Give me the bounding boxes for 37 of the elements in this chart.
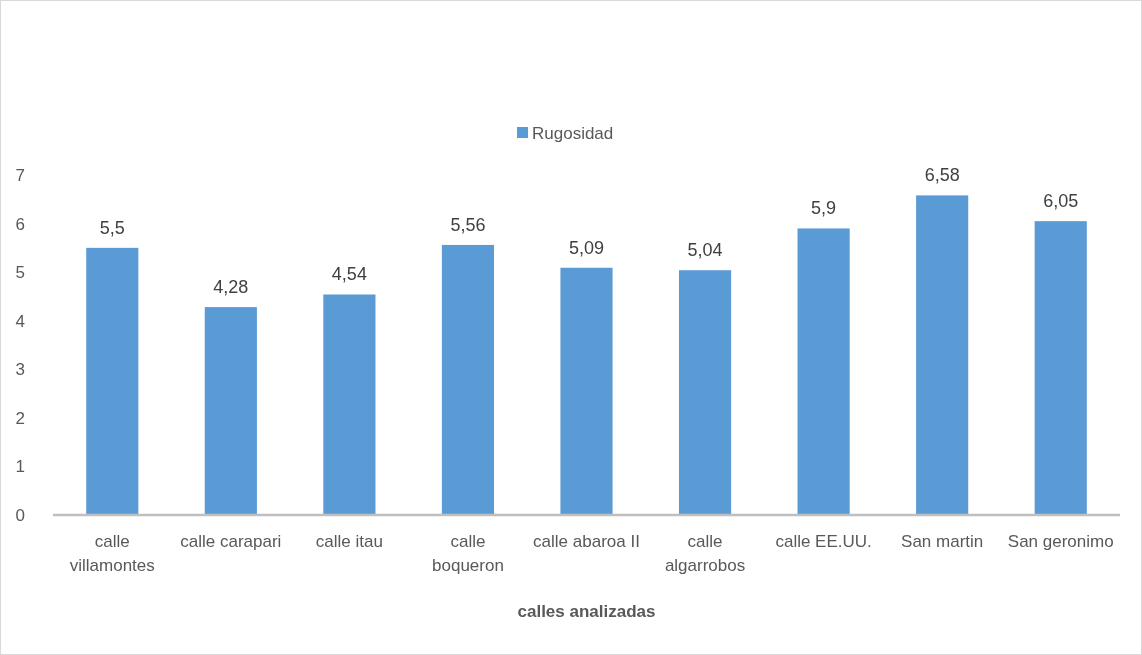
bar xyxy=(323,294,376,515)
data-label: 6,58 xyxy=(924,165,960,186)
legend-label: Rugosidad xyxy=(532,123,614,143)
y-tick-label: 4 xyxy=(15,311,25,331)
x-tick-label: calle EE.UU. xyxy=(775,532,872,551)
x-tick-label: San martin xyxy=(901,532,984,551)
bar xyxy=(560,267,613,515)
data-label: 6,05 xyxy=(1043,191,1079,212)
data-label: 4,54 xyxy=(331,264,367,285)
x-tick-label: calle villamontes xyxy=(69,532,155,575)
x-axis-title: calles analizadas xyxy=(517,602,656,621)
x-tick-label: calle carapari xyxy=(180,532,282,551)
y-tick-label: 7 xyxy=(15,165,25,185)
x-tick-label: calle itau xyxy=(315,532,383,551)
x-tick-label: calle boqueron xyxy=(432,532,504,575)
data-label: 5,09 xyxy=(568,237,605,258)
y-tick-label: 1 xyxy=(15,457,25,477)
data-label: 5,56 xyxy=(450,214,486,235)
bar xyxy=(916,195,969,515)
bar xyxy=(441,244,495,515)
bar xyxy=(678,270,732,515)
y-tick-label: 3 xyxy=(15,360,25,380)
data-label: 5,04 xyxy=(687,240,723,261)
bar xyxy=(797,228,850,515)
data-label: 4,28 xyxy=(213,277,249,298)
data-label: 5,5 xyxy=(99,217,125,238)
x-tick-label: San geronimo xyxy=(1007,532,1114,551)
y-tick-label: 2 xyxy=(15,408,25,428)
bar xyxy=(86,247,139,515)
y-tick-label: 6 xyxy=(15,214,25,234)
bar xyxy=(1034,221,1087,515)
data-label: 5,9 xyxy=(811,198,837,219)
x-tick-label: calle algarrobos xyxy=(664,532,746,575)
x-tick-label: calle abaroa II xyxy=(533,532,640,551)
y-tick-label: 0 xyxy=(15,505,25,525)
y-tick-label: 5 xyxy=(15,263,25,283)
bar xyxy=(204,307,257,515)
